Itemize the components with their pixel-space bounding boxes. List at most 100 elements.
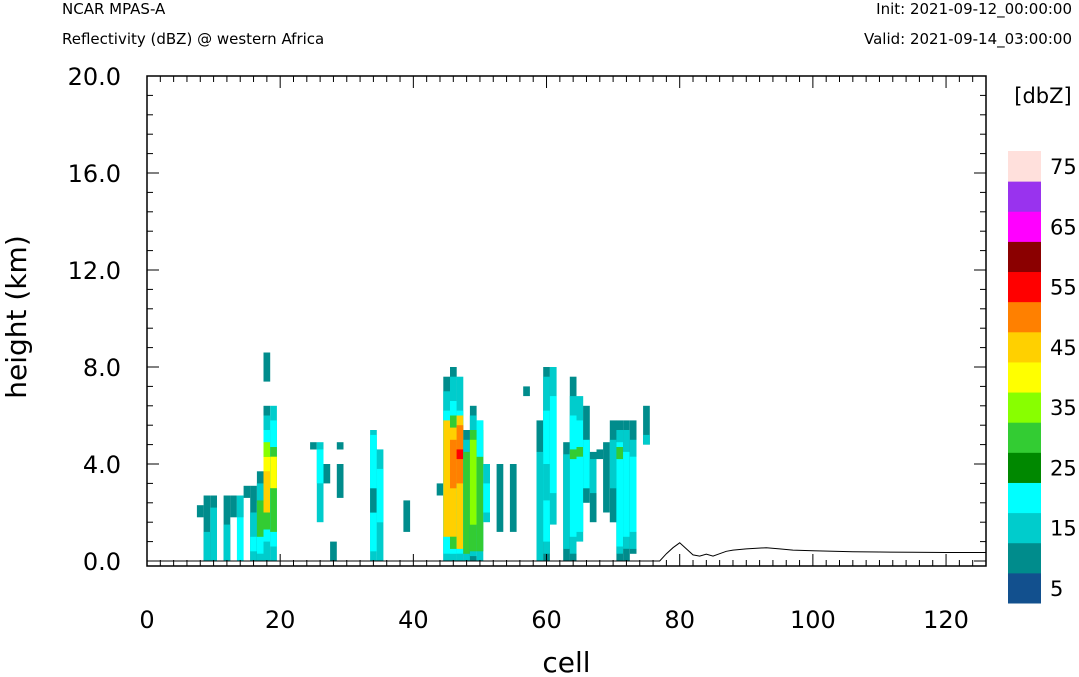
- reflectivity-cell: [230, 495, 237, 518]
- reflectivity-cell: [203, 531, 211, 561]
- colorbar-label: 25: [1050, 456, 1077, 480]
- colorbar-box: [1008, 271, 1041, 303]
- reflectivity-cell: [263, 456, 271, 472]
- colorbar-label: 15: [1050, 517, 1077, 541]
- reflectivity-cell: [263, 464, 271, 513]
- colorbar-box: [1008, 482, 1041, 514]
- colorbar-label: 5: [1050, 577, 1063, 601]
- reflectivity-cell: [483, 483, 490, 513]
- reflectivity-cell: [336, 442, 344, 450]
- reflectivity-cell: [256, 500, 264, 537]
- reflectivity-cell: [629, 456, 637, 532]
- reflectivity-cell: [643, 434, 650, 445]
- reflectivity-cell: [236, 495, 244, 518]
- reflectivity-cell: [250, 512, 257, 561]
- colorbar-label: 45: [1050, 336, 1077, 360]
- colorbar-box: [1008, 331, 1041, 363]
- colorbar-box: [1008, 512, 1041, 544]
- colorbar-box: [1008, 392, 1041, 423]
- terrain-line: [147, 542, 986, 562]
- colorbar-box: [1008, 151, 1041, 182]
- reflectivity-cells: [196, 352, 650, 562]
- field-subtitle: Reflectivity (dBZ) @ western Africa: [62, 30, 325, 48]
- reflectivity-cell: [523, 386, 530, 397]
- reflectivity-cell: [270, 447, 277, 532]
- colorbar: [1008, 151, 1041, 604]
- reflectivity-cell: [569, 449, 577, 460]
- y-tick-label: 12.0: [68, 257, 121, 285]
- y-tick-label: 0.0: [83, 548, 121, 576]
- reflectivity-cell: [263, 352, 271, 382]
- colorbar-box: [1008, 422, 1041, 453]
- reflectivity-cell: [323, 464, 331, 484]
- x-tick-label: 20: [265, 606, 296, 634]
- y-tick-label: 4.0: [83, 451, 121, 479]
- reflectivity-cell: [210, 507, 217, 561]
- reflectivity-cell: [603, 442, 610, 513]
- reflectivity-cell: [443, 420, 450, 537]
- y-tick-label: 16.0: [68, 160, 121, 188]
- reflectivity-cell: [310, 442, 317, 450]
- reflectivity-cell: [569, 415, 577, 537]
- y-tick-labels: 0.0 4.0 8.0 12.0 16.0 20.0: [68, 63, 121, 576]
- x-tick-label: 80: [664, 606, 695, 634]
- colorbar-box: [1008, 572, 1041, 604]
- reflectivity-cell: [336, 464, 344, 498]
- x-axis-title: cell: [542, 646, 590, 677]
- init-time: Init: 2021-09-12_00:00:00: [876, 0, 1072, 18]
- reflectivity-cell: [596, 449, 604, 460]
- reflectivity-cell: [263, 442, 271, 457]
- reflectivity-cell: [436, 483, 444, 496]
- colorbar-label: 55: [1050, 276, 1077, 300]
- axis-ticks: [146, 75, 987, 566]
- colorbar-label: 75: [1050, 155, 1077, 179]
- reflectivity-cell: [576, 447, 584, 457]
- reflectivity-cell: [563, 454, 570, 549]
- reflectivity-cell: [583, 439, 590, 489]
- reflectivity-cell: [476, 420, 484, 457]
- reflectivity-cell: [223, 524, 231, 561]
- reflectivity-cell: [616, 442, 624, 547]
- x-tick-label: 60: [531, 606, 562, 634]
- reflectivity-cell: [469, 439, 477, 525]
- reflectivity-cell: [549, 396, 557, 494]
- x-tick-label: 40: [398, 606, 429, 634]
- reflectivity-cell: [250, 536, 257, 552]
- reflectivity-cell: [376, 468, 384, 523]
- reflectivity-cell: [463, 451, 470, 554]
- reflectivity-cell: [536, 451, 544, 561]
- x-tick-label: 100: [790, 606, 836, 634]
- reflectivity-cell: [496, 464, 504, 532]
- x-tick-labels: 0 20 40 60 80 100 120: [139, 606, 969, 634]
- reflectivity-cell: [589, 459, 597, 494]
- y-tick-label: 20.0: [68, 63, 121, 91]
- reflectivity-cell: [456, 449, 464, 460]
- colorbar-label: 65: [1050, 215, 1077, 239]
- reflectivity-cell: [403, 500, 411, 532]
- reflectivity-cell: [236, 495, 244, 561]
- reflectivity-cell: [370, 488, 377, 513]
- reflectivity-cell: [203, 495, 211, 561]
- plot-frame: [146, 75, 987, 567]
- valid-time: Valid: 2021-09-14_03:00:00: [863, 30, 1072, 48]
- colorbar-box: [1008, 361, 1041, 393]
- colorbar-unit-label: [dbZ]: [1014, 84, 1071, 108]
- reflectivity-cell: [576, 420, 584, 532]
- y-tick-label: 8.0: [83, 354, 121, 382]
- reflectivity-cell: [316, 449, 324, 484]
- y-axis-title: height (km): [0, 235, 33, 399]
- colorbar-box: [1008, 181, 1041, 212]
- reflectivity-cell: [643, 405, 650, 445]
- colorbar-box: [1008, 211, 1041, 242]
- reflectivity-cell: [616, 447, 624, 460]
- colorbar-label: 35: [1050, 396, 1077, 420]
- colorbar-box: [1008, 241, 1041, 273]
- colorbar-box: [1008, 452, 1041, 483]
- reflectivity-cell: [450, 439, 457, 489]
- reflectivity-cell: [196, 505, 204, 518]
- reflectivity-cell: [509, 464, 517, 532]
- reflectivity-cell: [243, 485, 251, 498]
- colorbar-box: [1008, 542, 1041, 574]
- reflectivity-cell: [476, 430, 484, 552]
